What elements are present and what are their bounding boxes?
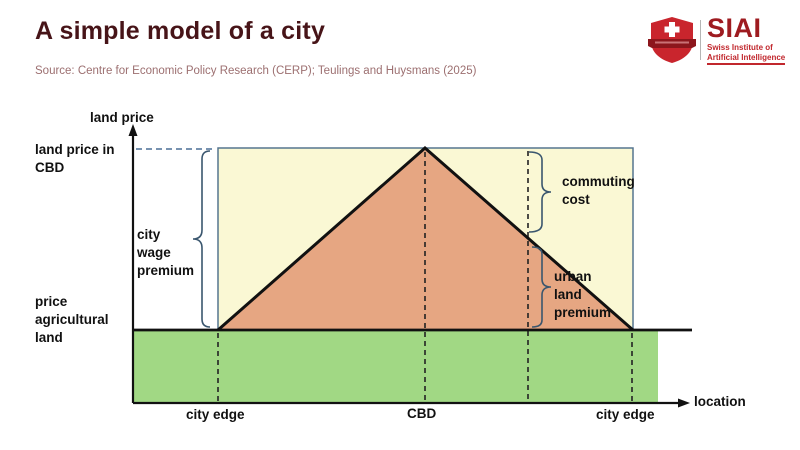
agricultural-price-label: price agricultural land <box>35 294 109 346</box>
x-axis-arrowhead <box>678 398 690 408</box>
city-wage-premium-label: city wage premium <box>137 227 195 279</box>
agricultural-land-region <box>133 330 658 403</box>
x-axis-label: location <box>694 394 746 409</box>
logo-subtitle-line2: Artificial Intelligence <box>707 54 786 65</box>
cbd-price-label: land price in CBD <box>35 142 115 176</box>
y-axis-arrowhead <box>128 124 138 136</box>
swiss-cross-horizontal <box>664 26 680 33</box>
commuting-cost-brace <box>528 151 552 233</box>
urban-land-premium-label: urban land premium <box>554 269 612 321</box>
page-title: A simple model of a city <box>35 17 326 45</box>
commuting-cost-label: commuting cost <box>562 174 635 208</box>
land-price-curve <box>217 146 634 332</box>
x-tick-city-edge-right: city edge <box>596 407 655 422</box>
banner-text-strip <box>655 41 689 44</box>
y-axis-label: land price <box>90 110 154 125</box>
logo-acronym: SIAI <box>707 13 762 43</box>
logo-subtitle-line1: Swiss Institute of <box>707 43 773 52</box>
x-tick-city-edge-left: city edge <box>186 407 245 422</box>
swiss-shield-icon <box>648 17 696 63</box>
siai-logo: SIAI Swiss Institute of Artificial Intel… <box>648 14 798 66</box>
logo-divider <box>700 20 701 60</box>
urban-land-premium-region <box>218 148 633 330</box>
source-citation: Source: Centre for Economic Policy Resea… <box>35 65 477 77</box>
city-wage-premium-brace <box>192 150 211 328</box>
x-tick-cbd: CBD <box>407 406 437 421</box>
urban-land-premium-brace <box>531 246 552 328</box>
